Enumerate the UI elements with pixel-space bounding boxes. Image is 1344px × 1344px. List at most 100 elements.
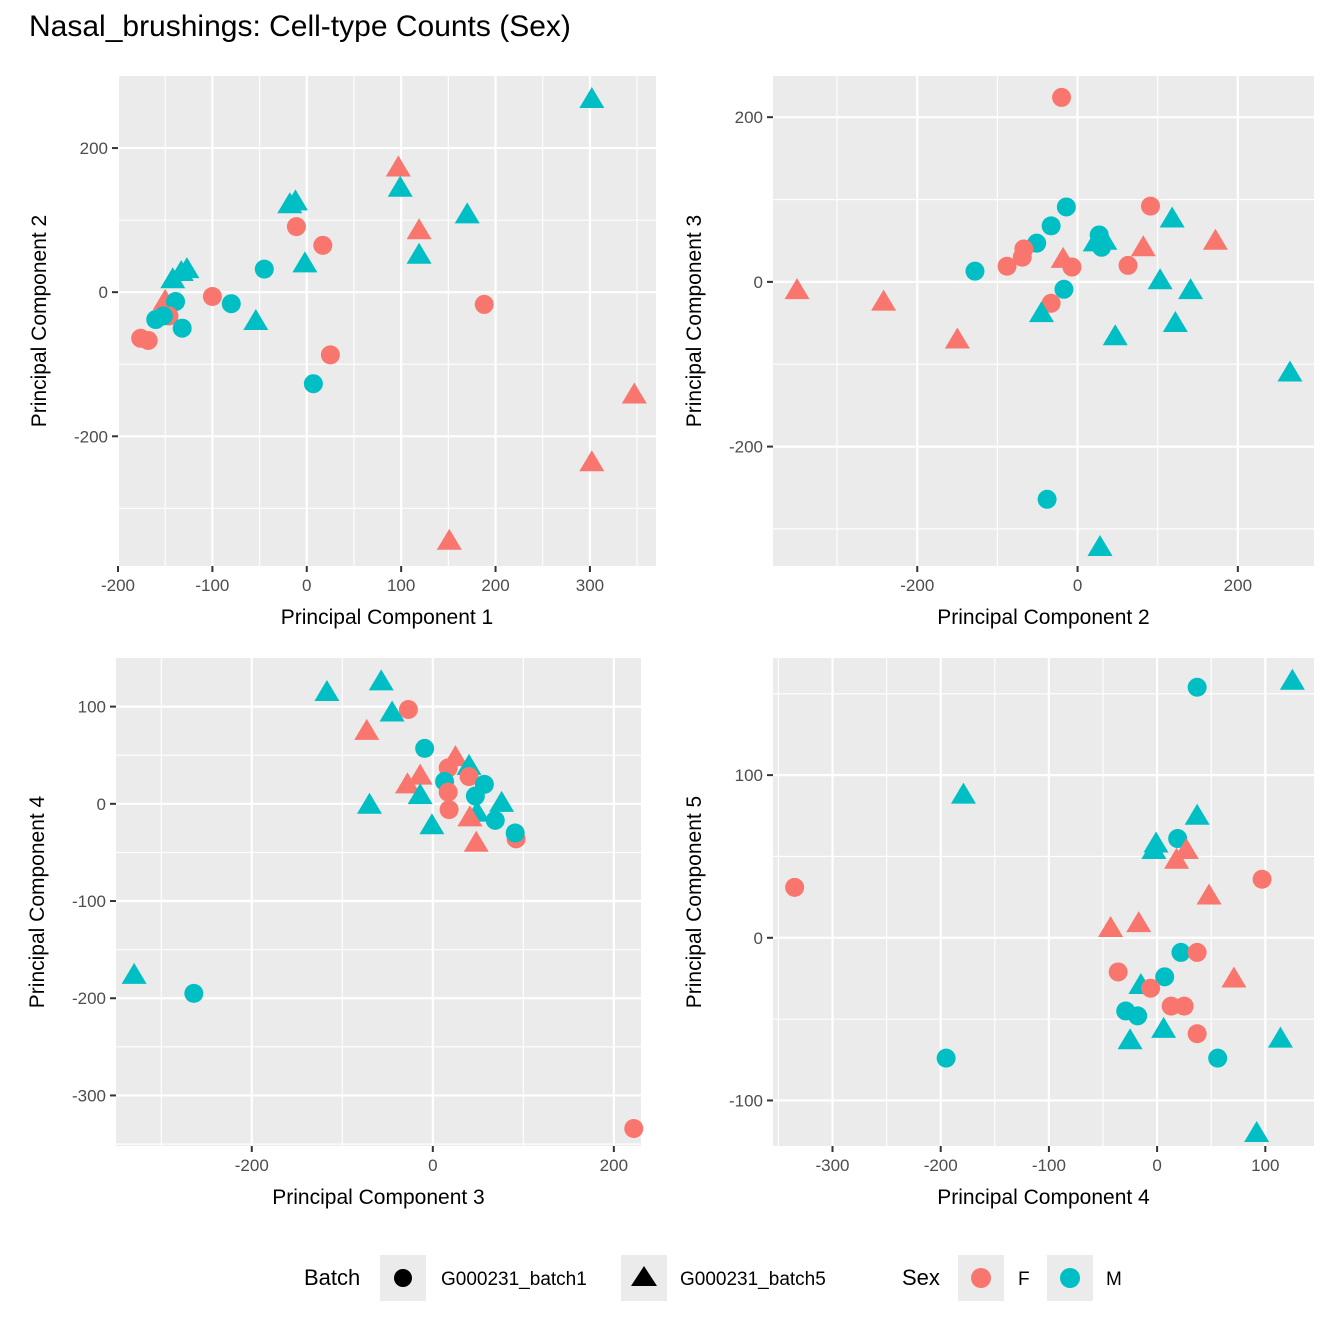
data-point-triangle	[387, 175, 413, 197]
y-tick-label: -200	[729, 438, 763, 457]
data-point-triangle	[950, 782, 976, 804]
data-point-circle	[1171, 942, 1191, 962]
data-point-circle	[1161, 996, 1181, 1016]
data-point-circle	[1168, 829, 1188, 849]
y-tick-label: 0	[754, 929, 763, 948]
data-point-circle	[505, 823, 525, 843]
panel-background	[118, 76, 656, 566]
x-tick-label: 200	[481, 576, 509, 595]
data-point-circle	[1187, 677, 1207, 697]
data-point-circle	[320, 345, 340, 365]
data-point-triangle	[314, 680, 340, 702]
panel-pc2-pc3: -200 0 200 -200 0 200 Principal Component 2 Pri…	[683, 76, 1314, 629]
data-point-triangle	[457, 805, 483, 827]
legend-f-swatch-icon	[971, 1268, 991, 1288]
data-point-triangle	[282, 189, 308, 211]
x-axis-title: Principal Component 4	[937, 1186, 1150, 1209]
legend-f-label: F	[1018, 1269, 1030, 1290]
data-point-triangle	[368, 669, 394, 691]
data-point-circle	[1187, 1024, 1207, 1044]
points-layer	[121, 669, 644, 1139]
data-point-circle	[474, 294, 494, 314]
data-point-triangle	[579, 450, 605, 472]
data-point-circle	[202, 287, 222, 306]
data-point-circle	[286, 217, 306, 237]
data-point-triangle	[1164, 847, 1190, 869]
legend-batch-title: Batch	[304, 1265, 360, 1290]
plot-grid: -200 -100 0 100 200 300 -200 0 200 Principal Comp…	[26, 76, 1314, 1209]
data-point-triangle	[463, 830, 489, 852]
data-point-circle	[965, 261, 985, 281]
data-point-circle	[313, 235, 333, 255]
y-tick-label: -200	[72, 989, 106, 1008]
y-axis-title: Principal Component 3	[683, 215, 706, 427]
data-point-triangle	[621, 382, 647, 404]
y-tick-label: -300	[72, 1086, 106, 1105]
y-tick-label: -100	[72, 892, 106, 911]
x-tick-label: -100	[1032, 1156, 1066, 1175]
legend-m-label: M	[1106, 1269, 1122, 1290]
data-point-triangle	[1202, 228, 1228, 250]
data-point-triangle	[243, 309, 269, 330]
data-point-triangle	[1244, 1120, 1270, 1142]
data-point-circle	[1141, 978, 1161, 998]
data-point-circle	[146, 310, 166, 330]
x-tick-label: 300	[576, 576, 604, 595]
data-point-circle	[1062, 257, 1082, 277]
data-point-circle	[1128, 1006, 1148, 1026]
data-point-triangle	[379, 700, 405, 722]
data-point-triangle	[579, 87, 605, 109]
data-point-circle	[1118, 255, 1138, 275]
data-point-circle	[1252, 869, 1272, 889]
x-tick-label: -200	[101, 576, 135, 595]
y-axis-title: Principal Component 2	[28, 215, 51, 427]
y-tick-label: 0	[97, 795, 106, 814]
data-point-triangle	[489, 790, 515, 812]
data-point-triangle	[354, 718, 380, 740]
y-tick-label: 100	[735, 766, 763, 785]
legend-batch5-label: G000231_batch5	[680, 1269, 826, 1290]
data-point-circle	[465, 786, 485, 806]
data-point-circle	[485, 810, 505, 830]
legend-triangle-icon	[631, 1266, 657, 1286]
data-point-triangle	[385, 155, 411, 177]
data-point-circle	[303, 374, 323, 394]
data-point-circle	[1155, 967, 1175, 987]
panel-pc1-pc2: -200 -100 0 100 200 300 -200 0 200 Principal Comp…	[28, 76, 656, 629]
x-tick-label: 0	[302, 576, 311, 595]
x-tick-label: -100	[195, 576, 229, 595]
y-tick-label: 200	[735, 108, 763, 127]
data-point-circle	[624, 1119, 644, 1139]
data-point-circle	[1108, 962, 1128, 982]
panel-background	[773, 658, 1314, 1146]
x-axis-title: Principal Component 1	[281, 606, 493, 629]
data-point-circle	[1041, 293, 1061, 313]
data-point-triangle	[1126, 911, 1152, 933]
data-point-circle	[415, 738, 435, 758]
data-point-triangle	[436, 528, 462, 550]
data-point-triangle	[1117, 1028, 1143, 1050]
y-tick-label: 0	[754, 273, 763, 292]
data-point-circle	[172, 318, 192, 338]
data-point-circle	[785, 877, 805, 897]
data-point-circle	[1208, 1048, 1228, 1068]
data-point-triangle	[1196, 883, 1222, 905]
data-point-triangle	[1028, 301, 1054, 323]
x-tick-label: 100	[387, 576, 415, 595]
data-point-triangle	[356, 792, 382, 814]
data-point-circle	[1187, 942, 1207, 962]
data-point-circle	[439, 800, 459, 820]
x-tick-label: 200	[1224, 576, 1252, 595]
data-point-triangle	[1159, 206, 1185, 228]
data-point-triangle	[871, 289, 897, 311]
data-point-circle	[1054, 279, 1074, 299]
x-tick-label: -200	[900, 576, 934, 595]
data-point-circle	[184, 983, 204, 1003]
data-point-triangle	[419, 813, 445, 835]
x-axis-title: Principal Component 2	[937, 606, 1149, 629]
data-point-triangle	[784, 278, 810, 300]
data-point-circle	[1037, 489, 1057, 509]
data-point-circle	[1092, 237, 1112, 257]
x-axis-title: Principal Component 3	[272, 1186, 484, 1209]
x-tick-label: -200	[235, 1156, 269, 1175]
